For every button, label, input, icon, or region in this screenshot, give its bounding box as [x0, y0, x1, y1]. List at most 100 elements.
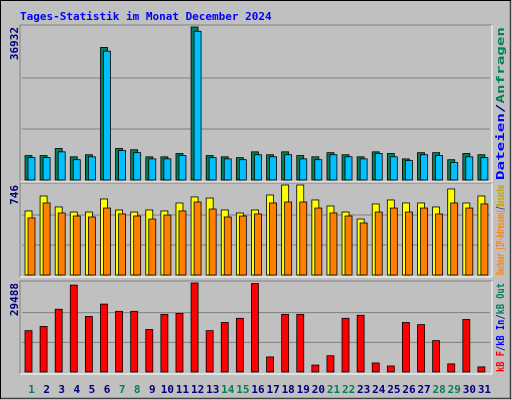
bar — [84, 316, 93, 373]
x-tick-label: 23 — [357, 383, 370, 396]
x-tick-label: 15 — [236, 383, 249, 396]
bar — [208, 208, 217, 276]
bar — [254, 213, 262, 276]
bar — [208, 157, 217, 181]
bar — [480, 157, 489, 181]
y-tick-label: 29488 — [8, 283, 21, 316]
legend-entry: / — [494, 314, 507, 320]
legend-entry: Besuche — [494, 185, 507, 207]
x-tick-label: 8 — [134, 383, 141, 396]
bar — [238, 159, 247, 181]
bar — [420, 207, 428, 276]
y-tick-label: 746 — [8, 185, 21, 205]
bar — [69, 284, 78, 373]
bar — [57, 212, 66, 276]
bar — [284, 201, 293, 276]
bar — [465, 207, 474, 276]
bar — [269, 202, 277, 276]
bar — [160, 313, 169, 373]
bar — [450, 162, 459, 181]
x-tick-label: 14 — [221, 383, 235, 396]
bar — [193, 30, 202, 181]
x-tick-label: 12 — [191, 383, 204, 396]
bar — [103, 207, 111, 276]
bar — [344, 156, 353, 181]
x-tick-label: 4 — [74, 383, 81, 396]
x-tick-label: 10 — [161, 383, 174, 396]
bar — [130, 310, 139, 373]
x-tick-label: 13 — [206, 383, 219, 396]
x-tick-label: 25 — [387, 383, 400, 396]
bar — [432, 340, 441, 373]
bar — [314, 207, 323, 276]
bar — [266, 356, 274, 373]
bar — [118, 213, 126, 276]
bar — [389, 156, 398, 181]
bar — [118, 150, 126, 181]
bar — [299, 201, 308, 276]
bar — [359, 222, 368, 276]
bar — [341, 317, 350, 373]
bar — [344, 215, 353, 276]
legend-entry: / — [494, 346, 507, 352]
chart-title: Tages-Statistik im Monat December 2024 — [20, 10, 272, 23]
legend-entry: / — [494, 103, 507, 113]
bar — [115, 310, 123, 373]
x-tick-label: 7 — [119, 383, 126, 396]
bar — [465, 156, 474, 181]
legend-entry: kB Out — [494, 283, 507, 314]
x-tick-label: 3 — [58, 383, 65, 396]
bar — [435, 155, 444, 181]
x-tick-label: 24 — [372, 383, 386, 396]
bar — [39, 326, 48, 373]
bar — [148, 158, 157, 181]
legend-entry: kB In — [494, 320, 507, 346]
bar — [450, 202, 459, 276]
bar — [311, 364, 320, 373]
bar — [190, 282, 199, 373]
bar — [54, 308, 63, 373]
bar — [133, 152, 142, 181]
bar — [205, 330, 214, 373]
bar — [284, 154, 293, 181]
x-tick-label: 29 — [448, 383, 461, 396]
legend-entry: kB F — [494, 351, 507, 372]
x-tick-label: 16 — [251, 383, 265, 396]
legend-entry: Rechner (IP-Adressen) — [494, 210, 507, 275]
bar — [435, 213, 444, 276]
x-tick-label: 26 — [402, 383, 416, 396]
x-tick-label: 18 — [282, 383, 295, 396]
bar — [175, 313, 184, 373]
bar — [223, 216, 232, 276]
bar — [103, 50, 111, 181]
legend-entry: Anfragen — [494, 27, 507, 104]
legend-label: Dateien/Anfragen — [494, 27, 507, 180]
legend-entry: / — [494, 207, 507, 210]
bar — [100, 303, 108, 373]
bar — [145, 329, 154, 373]
bar — [220, 322, 229, 373]
bar — [87, 216, 96, 276]
bar — [299, 158, 308, 181]
bar — [281, 313, 290, 373]
bar — [359, 158, 368, 181]
bar — [254, 154, 262, 181]
bar — [235, 317, 244, 373]
bar — [193, 201, 202, 276]
bar — [87, 156, 96, 181]
bar — [148, 218, 157, 276]
bar — [420, 154, 428, 181]
x-tick-label: 19 — [297, 383, 310, 396]
bar — [133, 215, 142, 276]
x-tick-label: 11 — [176, 383, 190, 396]
x-tick-label: 31 — [478, 383, 492, 396]
bar — [374, 211, 383, 276]
bar — [238, 215, 247, 276]
bar — [389, 207, 398, 276]
x-tick-label: 1 — [28, 383, 35, 396]
bar — [296, 313, 305, 373]
legend-label: Rechner (IP-Adressen)/Besuche — [494, 185, 507, 275]
bar — [329, 212, 338, 276]
bar — [24, 330, 33, 373]
